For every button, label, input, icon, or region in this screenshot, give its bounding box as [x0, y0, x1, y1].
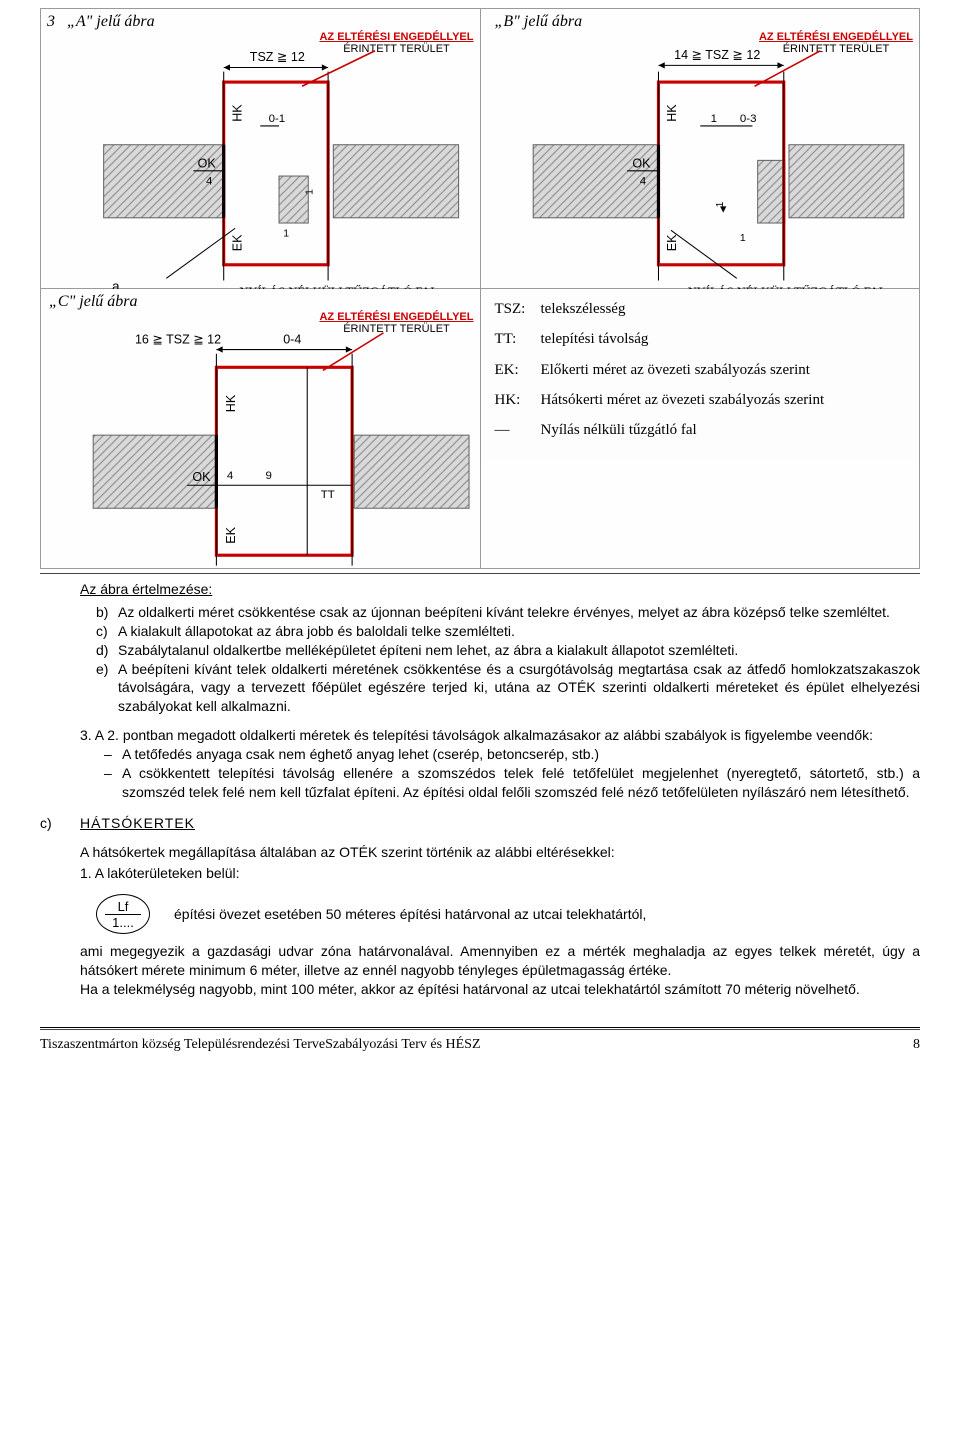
dash-marker: –: [104, 764, 122, 802]
section-c-heading: HÁTSÓKERTEK: [80, 814, 195, 833]
svg-text:1: 1: [304, 189, 315, 195]
svg-text:4: 4: [639, 175, 646, 187]
list-item-text: Szabálytalanul oldalkertbe melléképülete…: [118, 641, 920, 660]
list-item-text: Az oldalkerti méret csökkentése csak az …: [118, 603, 920, 622]
legend-row: EK: Előkerti méret az övezeti szabályozá…: [495, 360, 906, 380]
svg-text:TSZ ≧ 12: TSZ ≧ 12: [250, 50, 305, 64]
section-title: Az ábra értelmezése:: [80, 580, 920, 599]
svg-text:OK: OK: [198, 157, 217, 171]
list-item-marker: d): [96, 641, 118, 660]
svg-text:16 ≧ TSZ ≧ 12: 16 ≧ TSZ ≧ 12: [135, 332, 221, 346]
ovezet-text: építési övezet esetében 50 méteres építé…: [174, 905, 920, 924]
hk-para: ami megegyezik a gazdasági udvar zóna ha…: [80, 942, 920, 980]
svg-text:4: 4: [227, 470, 234, 482]
dash-marker: –: [104, 745, 122, 764]
legend-block: TSZ: telekszélesség TT: telepítési távol…: [481, 289, 920, 460]
figure-c-cell: „C" jelű ábra AZ ELTÉRÉSI ENGEDÉLLYEL ÉR…: [41, 289, 481, 569]
hk-intro: A hátsókertek megállapítása általában az…: [80, 843, 920, 862]
list-item-marker: e): [96, 660, 118, 717]
point3-lead: 3. A 2. pontban megadott oldalkerti mére…: [80, 726, 920, 745]
legend-row: TT: telepítési távolság: [495, 329, 906, 349]
ovezet-ellipse: Lf 1....: [96, 894, 150, 934]
svg-text:1: 1: [739, 233, 745, 244]
svg-text:EK: EK: [665, 234, 679, 251]
svg-text:HK: HK: [230, 104, 244, 122]
page-footer: Tiszaszentmárton község Településrendezé…: [40, 1027, 920, 1055]
figure-c-svg: 16 ≧ TSZ ≧ 12 0-4 HK OK 4 9 TT EK: [41, 289, 479, 581]
svg-text:TT: TT: [321, 489, 335, 501]
dash-item: – A csökkentett telepítési távolság elle…: [104, 764, 920, 802]
legend-abbr: HK:: [495, 390, 541, 410]
legend-desc: Hátsókerti méret az övezeti szabályozás …: [541, 390, 906, 410]
hk-para2: Ha a telekmélység nagyobb, mint 100 méte…: [80, 980, 920, 999]
section-c-row: c) HÁTSÓKERTEK: [40, 814, 920, 833]
legend-desc: Nyílás nélküli tűzgátló fal: [541, 420, 906, 440]
legend-row: HK: Hátsókerti méret az övezeti szabályo…: [495, 390, 906, 410]
list-item: b) Az oldalkerti méret csökkentése csak …: [96, 603, 920, 622]
svg-text:1: 1: [710, 113, 716, 125]
list-item: d) Szabálytalanul oldalkertbe melléképül…: [96, 641, 920, 660]
figures-grid: 3 „A" jelű ábra AZ ELTÉRÉSI ENGEDÉLLYEL …: [40, 8, 920, 569]
legend-abbr: TT:: [495, 329, 541, 349]
figure-a-svg: TSZ ≧ 12 HK OK 4 EK 0-1 1 1 NYÍLÁS NÉLKÜ…: [41, 9, 479, 301]
figure-legend-cell: TSZ: telekszélesség TT: telepítési távol…: [480, 289, 920, 569]
legend-row: TSZ: telekszélesség: [495, 299, 906, 319]
list-item-marker: c): [96, 622, 118, 641]
svg-text:HK: HK: [665, 104, 679, 122]
point3-dash-list: – A tetőfedés anyaga csak nem éghető any…: [104, 745, 920, 802]
svg-text:HK: HK: [224, 394, 238, 412]
ovezet-top: Lf: [118, 900, 129, 913]
legend-desc: telekszélesség: [541, 299, 906, 319]
svg-text:0-3: 0-3: [739, 113, 756, 125]
figure-b-svg: 14 ≧ TSZ ≧ 12 HK OK 4 EK 1 0-3 1 1 NYÍLÁ…: [481, 9, 919, 301]
list-item-marker: b): [96, 603, 118, 622]
list-b-items: b) Az oldalkerti méret csökkentése csak …: [96, 603, 920, 716]
svg-text:OK: OK: [192, 470, 211, 484]
figure-b-cell: „B" jelű ábra AZ ELTÉRÉSI ENGEDÉLLYEL ÉR…: [480, 9, 920, 289]
list-item-text: A kialakult állapotokat az ábra jobb és …: [118, 622, 920, 641]
list-item-text: A beépíteni kívánt telek oldalkerti mére…: [118, 660, 920, 717]
legend-abbr: EK:: [495, 360, 541, 380]
legend-desc: Előkerti méret az övezeti szabályozás sz…: [541, 360, 906, 380]
footer-left: Tiszaszentmárton község Településrendezé…: [40, 1036, 481, 1055]
legend-row: — Nyílás nélküli tűzgátló fal: [495, 420, 906, 440]
ovezet-bot: 1....: [112, 916, 134, 929]
footer-page-number: 8: [913, 1036, 920, 1055]
legend-desc: telepítési távolság: [541, 329, 906, 349]
legend-abbr: —: [495, 420, 541, 440]
footer-rule-2: [40, 1029, 920, 1030]
legend-abbr: TSZ:: [495, 299, 541, 319]
figure-a-cell: 3 „A" jelű ábra AZ ELTÉRÉSI ENGEDÉLLYEL …: [41, 9, 481, 289]
svg-text:4: 4: [206, 175, 213, 187]
dash-text: A tetőfedés anyaga csak nem éghető anyag…: [122, 745, 920, 764]
svg-text:EK: EK: [224, 526, 238, 543]
hk-1: 1. A lakóterületeken belül:: [80, 864, 920, 883]
svg-text:1: 1: [283, 229, 289, 240]
ovezet-block: Lf 1.... építési övezet esetében 50 méte…: [96, 894, 920, 934]
dash-item: – A tetőfedés anyaga csak nem éghető any…: [104, 745, 920, 764]
list-item: c) A kialakult állapotokat az ábra jobb …: [96, 622, 920, 641]
section-c-marker: c): [40, 814, 80, 833]
svg-text:0-1: 0-1: [269, 113, 286, 125]
svg-text:EK: EK: [230, 234, 244, 251]
svg-text:0-4: 0-4: [283, 332, 301, 346]
svg-text:9: 9: [265, 470, 271, 482]
footer-rule-1: [40, 1027, 920, 1028]
svg-text:14 ≧ TSZ ≧ 12: 14 ≧ TSZ ≧ 12: [674, 48, 760, 62]
svg-text:OK: OK: [632, 157, 651, 171]
list-item: e) A beépíteni kívánt telek oldalkerti m…: [96, 660, 920, 717]
dash-text: A csökkentett telepítési távolság ellené…: [122, 764, 920, 802]
